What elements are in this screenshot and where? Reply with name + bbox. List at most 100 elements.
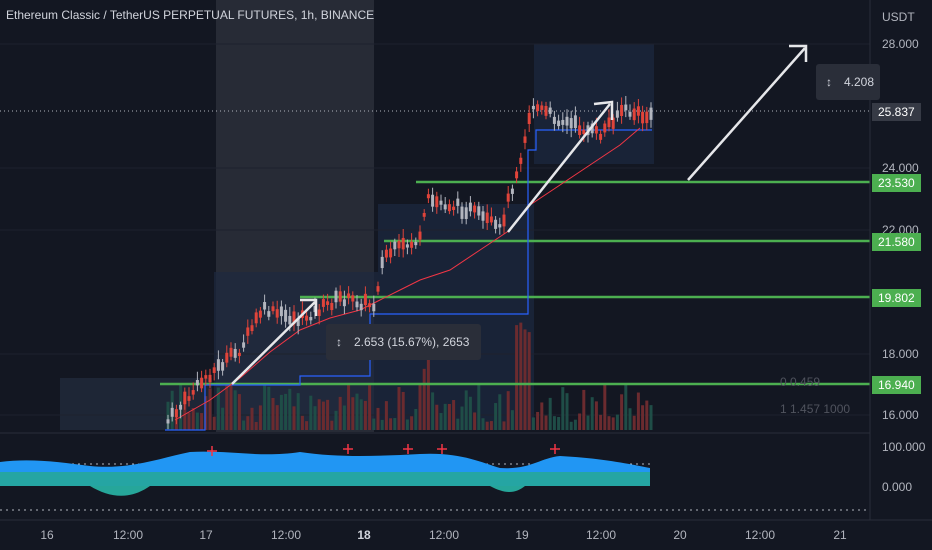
candle-body [515,171,519,179]
candle-body [477,206,481,216]
candle-body [519,157,523,164]
candle-body [557,120,561,127]
volume-bar [435,404,439,430]
measure-text-2: 4.208 [844,75,875,89]
volume-bar [599,414,603,430]
candle-body [426,194,430,199]
volume-bar [649,405,653,430]
volume-bar [216,387,220,430]
volume-bar [502,421,506,430]
y-label-16: 16.000 [882,408,919,422]
volume-bar [569,421,573,430]
volume-bar [275,405,279,430]
candle-body [305,315,309,321]
candle-body [263,302,267,310]
candle-body [208,374,212,383]
volume-bar [632,415,636,430]
candle-body [279,306,283,317]
volume-bar [330,420,334,430]
volume-bar [355,393,359,430]
volume-bar [414,408,418,430]
volume-bar [317,399,321,430]
candle-body [216,359,220,371]
range-box-3 [378,204,534,430]
volume-legend-2: 1 1.457 1000 [780,402,851,416]
candle-body [296,318,300,327]
volume-bar [397,387,401,430]
volume-bar [628,408,632,430]
volume-bar [426,349,430,430]
volume-bar [359,399,363,430]
volume-bar [187,412,191,430]
y-label-24: 24.000 [882,161,919,175]
volume-bar [309,395,313,430]
volume-bar [565,393,569,430]
volume-bar [510,410,514,430]
candle-body [481,211,485,221]
oscillator-green-area [0,472,650,486]
x-label-4: 18 [357,528,371,542]
volume-legend-1: 0 0.459 [780,375,821,389]
measure-arrows-icon: ↕ [336,335,342,349]
volume-bar [594,401,598,430]
x-label-10: 21 [833,528,847,542]
volume-bar [477,384,481,430]
candle-body [599,133,603,140]
candle-body [212,367,216,373]
volume-bar [439,413,443,430]
volume-bar [233,390,237,430]
x-label-5: 12:00 [428,528,460,542]
volume-bar [347,383,351,430]
x-label-1: 12:00 [112,528,144,542]
volume-bar [292,406,296,430]
volume-bar [481,418,485,430]
x-label-3: 12:00 [270,528,302,542]
osc-label-100: 100.000 [882,440,926,454]
candle-body [489,216,493,223]
candle-body [254,312,258,324]
candle-body [620,104,624,117]
candle-body [389,248,393,258]
candle-body [536,104,540,112]
candle-body [636,106,640,116]
candle-body [338,291,342,302]
volume-bar [183,399,187,430]
candle-body [561,119,565,125]
volume-bar [468,396,472,430]
candle-body [494,219,498,229]
volume-bar [557,417,561,430]
volume-bar [645,400,649,430]
x-label-0: 16 [40,528,54,542]
level-badge-4: 16.940 [872,376,921,394]
candle-body [321,299,325,307]
candle-body [376,286,380,292]
volume-bar [342,405,346,430]
trend-arrows [231,44,808,385]
x-label-2: 17 [199,528,213,542]
volume-bar [456,418,460,430]
level-badge-2: 21.580 [872,233,921,251]
candle-body [485,212,489,224]
volume-bar [573,419,577,430]
candle-body [443,204,447,210]
candle-body [384,249,388,258]
candle-body [431,194,435,207]
volume-bar [464,390,468,430]
candle-body [229,347,233,357]
candle-body [166,419,170,424]
candle-body [342,299,346,307]
volume-bar [405,419,409,430]
measure-tooltip-2: ↕ 4.208 [816,64,881,100]
volume-bar [338,396,342,430]
x-label-7: 12:00 [585,528,617,542]
volume-bar [578,413,582,430]
signal-crosses [207,444,560,456]
volume-bar [250,407,254,430]
volume-bar [296,393,300,430]
candle-body [565,116,569,126]
candle-body [250,325,254,332]
volume-bar [548,397,552,430]
volume-bar [363,400,367,430]
candle-body [649,107,653,120]
